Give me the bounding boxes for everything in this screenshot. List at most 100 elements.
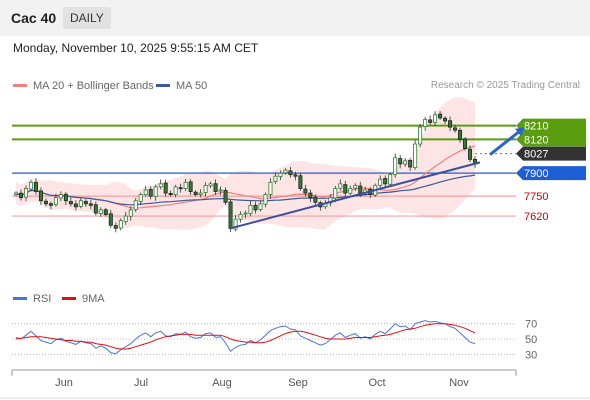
candle-body: [463, 138, 468, 150]
candle-body: [273, 175, 278, 182]
ma50-swatch-icon: [156, 83, 170, 87]
candle-body: [308, 192, 313, 199]
rsi-ma-swatch-icon: [62, 296, 76, 300]
candle-body: [123, 215, 128, 222]
candle-body: [313, 196, 318, 203]
candle-body: [333, 188, 338, 199]
candle-body: [133, 200, 138, 210]
candle-body: [418, 126, 423, 145]
candle-body: [233, 218, 238, 230]
legend-ma20-label: MA 20 + Bollinger Bands: [33, 80, 154, 92]
candle-body: [108, 213, 113, 226]
x-tick-label: Nov: [449, 377, 469, 389]
level-tag: [516, 146, 586, 161]
ma50-line: [15, 174, 476, 206]
level-label: 7620: [524, 211, 548, 223]
candle-body: [223, 189, 228, 203]
rsi-swatch-icon: [13, 296, 27, 300]
research-credit: Research © 2025 Trading Central: [430, 80, 580, 91]
symbol-title: Cac 40: [11, 10, 57, 26]
candle-body: [78, 200, 83, 207]
x-tick-label: Jul: [134, 377, 148, 389]
title-bar: Cac 40 DAILY: [0, 0, 590, 36]
level-label: 7900: [524, 168, 548, 180]
rsi-line: [15, 320, 476, 355]
candle-body: [93, 204, 98, 214]
candle-body: [428, 119, 433, 123]
candle-body: [383, 178, 388, 185]
forecast-arrow: [489, 128, 522, 156]
candle-body: [228, 201, 233, 229]
candle-body: [353, 184, 358, 189]
level-label: 8120: [524, 134, 548, 146]
legend-ma50: MA 50: [156, 80, 207, 92]
candle-body: [48, 203, 53, 206]
candle-body: [153, 186, 158, 197]
candle-body: [88, 203, 93, 206]
candle-body: [43, 200, 48, 205]
candle-body: [148, 188, 153, 197]
legend-rsi-label: RSI: [33, 293, 52, 305]
candle-body: [158, 183, 163, 188]
candle-body: [63, 193, 68, 202]
candle-body: [338, 183, 343, 189]
candle-body: [83, 200, 88, 205]
candle-body: [433, 114, 438, 123]
candle-body: [458, 129, 463, 140]
candle-body: [198, 192, 203, 195]
candle-body: [288, 170, 293, 176]
level-tag: [516, 118, 586, 133]
candle-body: [438, 113, 443, 119]
level-tag: [516, 166, 586, 181]
x-tick-label: Oct: [368, 377, 385, 389]
candle-body: [103, 209, 108, 215]
legend-ma20: MA 20 + Bollinger Bands: [13, 80, 154, 92]
candle-body: [468, 148, 473, 160]
candle-body: [13, 192, 18, 195]
chart-timestamp: Monday, November 10, 2025 9:55:15 AM CET: [13, 41, 259, 55]
candle-body: [53, 197, 58, 205]
candle-body: [168, 192, 173, 196]
candle-body: [28, 181, 33, 190]
candle-body: [378, 178, 383, 186]
level-tag: [516, 132, 586, 147]
candle-body: [208, 183, 213, 187]
candle-body: [348, 188, 353, 194]
trendline: [230, 161, 481, 230]
candle-body: [413, 143, 418, 169]
candle-body: [113, 225, 118, 229]
candle-body: [403, 160, 408, 165]
forecast-arrow-head: [515, 127, 525, 137]
candle-body: [423, 119, 428, 127]
candle-body: [23, 188, 28, 198]
candle-body: [343, 184, 348, 194]
candle-body: [98, 209, 103, 214]
legend-rsi: RSI: [13, 293, 51, 305]
candle-body: [128, 209, 133, 217]
candle-body: [298, 175, 303, 189]
candle-body: [268, 181, 273, 195]
x-tick-label: Jun: [55, 377, 73, 389]
candle-body: [58, 194, 63, 199]
candle-body: [303, 188, 308, 194]
period-selector-button[interactable]: DAILY: [63, 7, 111, 29]
candles: [13, 111, 478, 233]
candle-body: [118, 220, 123, 229]
x-tick-label: Sep: [288, 377, 308, 389]
candle-body: [218, 189, 223, 192]
candle-body: [193, 191, 198, 196]
candle-body: [398, 158, 403, 165]
rsi-level-label: 30: [525, 349, 537, 361]
candle-body: [38, 190, 43, 202]
legend-rsi-ma: 9MA: [62, 293, 105, 305]
candle-body: [143, 189, 148, 195]
candle-body: [358, 185, 363, 194]
candle-body: [213, 183, 218, 192]
candle-body: [453, 127, 458, 131]
candle-body: [293, 174, 298, 177]
candle-body: [283, 169, 288, 174]
candle-body: [173, 186, 178, 195]
candle-body: [263, 194, 268, 205]
candle-body: [408, 160, 413, 168]
